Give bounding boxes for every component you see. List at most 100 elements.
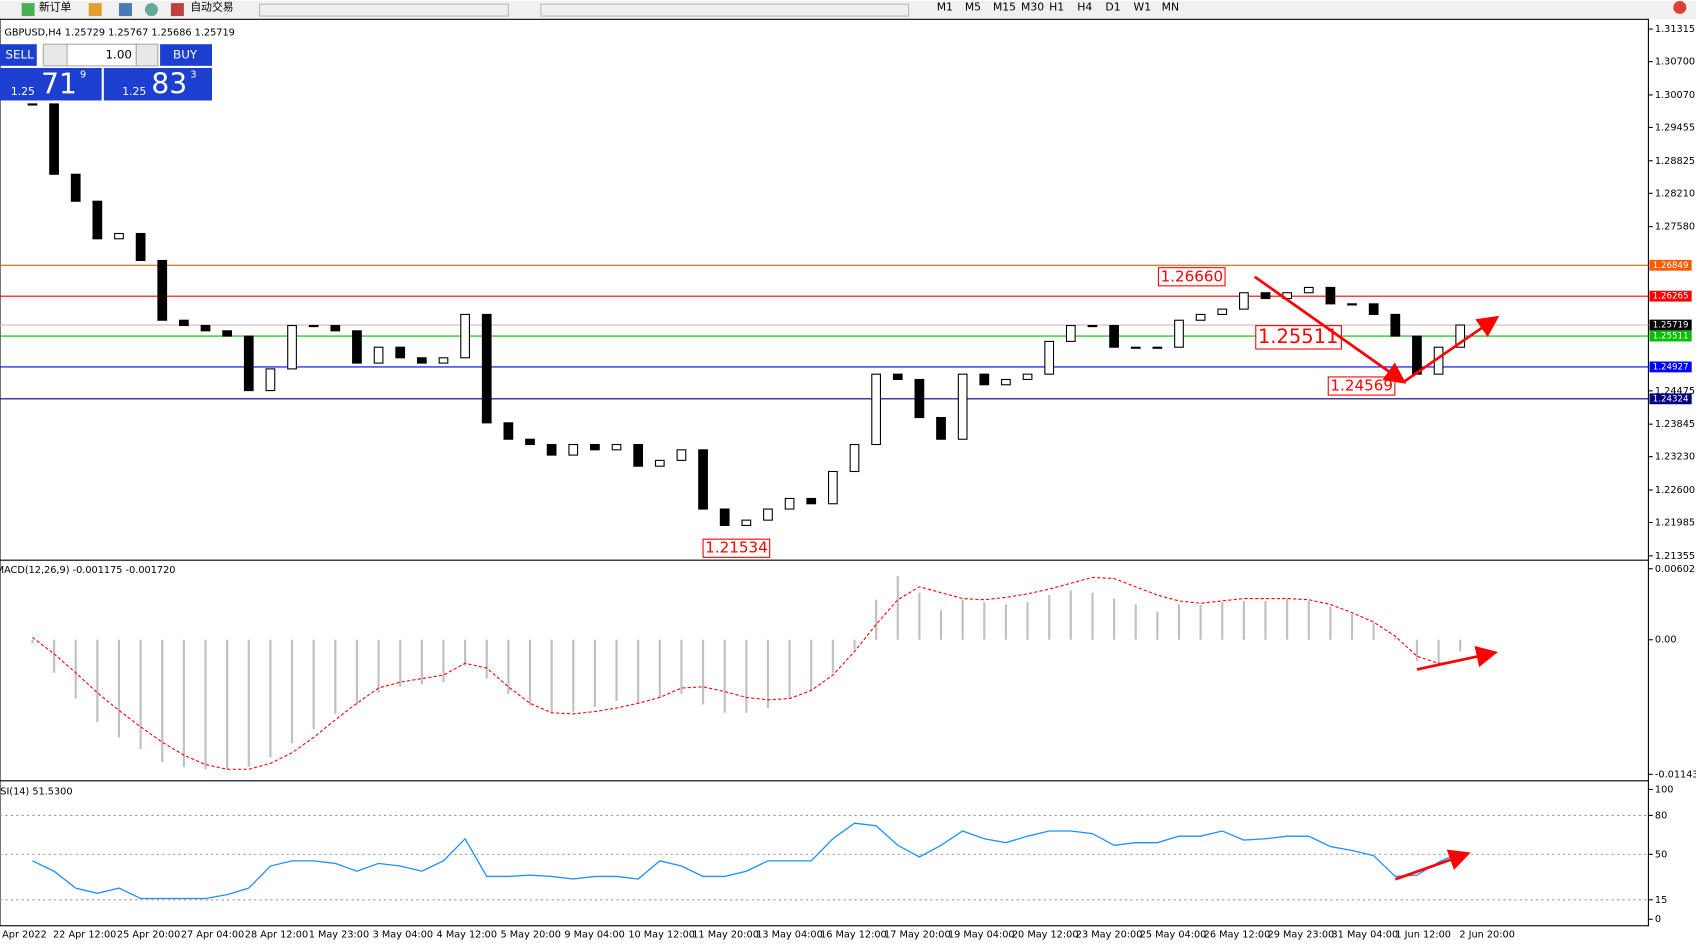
x-tick-label: 11 May 20:00 (692, 929, 759, 940)
candle (1044, 340, 1055, 375)
candle (1412, 335, 1422, 375)
price-level-box (1649, 319, 1692, 331)
y-tick-label: -0.011431 (1655, 769, 1696, 780)
tool-icons[interactable] (259, 3, 509, 17)
candle (806, 497, 817, 505)
icon[interactable] (88, 3, 102, 17)
annotation-box (1157, 267, 1226, 287)
one-click-panel: SELL 1.00 BUY 1.25 71 9 1.25 83 3 (0, 43, 212, 101)
candle (633, 443, 644, 467)
candle (1087, 324, 1098, 328)
candle (1130, 346, 1141, 349)
candle (1303, 286, 1314, 294)
x-tick-label: 22 Apr 12:00 (53, 929, 116, 940)
price-prefix[interactable]: 1.25 (122, 85, 146, 98)
drawn-arrows (1253, 275, 1500, 881)
candle (481, 313, 492, 424)
lot-value[interactable]: 1.00 (106, 48, 132, 62)
sell-button[interactable] (0, 44, 37, 66)
x-tick-label: 28 Apr 12:00 (245, 929, 308, 940)
annotation: 1.26660 (1161, 267, 1224, 285)
lot-up[interactable] (135, 43, 159, 67)
price-level-box (1649, 259, 1692, 271)
timeframe[interactable]: M1 (937, 0, 953, 13)
candle (287, 324, 297, 370)
y-tick-label: 0 (1655, 914, 1661, 925)
icon[interactable] (118, 3, 132, 17)
buy-label[interactable]: BUY (173, 48, 198, 62)
y-tick-label: 100 (1655, 784, 1674, 795)
price-level-box (1649, 290, 1692, 302)
y-tick-label: 1.24475 (1655, 386, 1695, 397)
candle (1368, 303, 1379, 315)
price-pips[interactable]: 83 (151, 67, 187, 100)
candle (395, 346, 406, 359)
timeframe[interactable]: W1 (1134, 0, 1152, 13)
candle (914, 378, 925, 419)
candle (200, 324, 211, 332)
buy-button[interactable] (160, 44, 212, 66)
candle (1152, 346, 1163, 349)
x-tick-label: 19 May 04:00 (948, 929, 1015, 940)
annotation: 1.21534 (705, 539, 768, 557)
y-tick-label: 1.21355 (1655, 551, 1695, 562)
candle (849, 443, 860, 473)
candle (373, 346, 384, 364)
y-tick-label: 0.00 (1655, 635, 1677, 646)
alert-icon[interactable] (1673, 0, 1687, 14)
x-tick-label: 13 May 04:00 (756, 929, 823, 940)
candle (222, 330, 233, 337)
annotation: 1.24569 (1330, 377, 1393, 395)
timeframe[interactable]: MN (1162, 0, 1179, 13)
timeframe[interactable]: H4 (1077, 0, 1092, 13)
candle (27, 103, 38, 106)
price-prefix[interactable]: 1.25 (11, 85, 35, 98)
price-pips[interactable]: 71 (41, 67, 77, 100)
arrow (1416, 645, 1498, 671)
price-level-box (1649, 393, 1692, 405)
timeframe[interactable]: M15 (993, 0, 1016, 13)
price-level-label: 1.24324 (1653, 394, 1689, 404)
timeframe[interactable]: D1 (1105, 0, 1120, 13)
candle (135, 232, 146, 262)
price-level-label: 1.24927 (1653, 362, 1689, 372)
candle (719, 508, 730, 526)
new-order[interactable]: 新订单 (39, 0, 72, 13)
tool-icons[interactable] (540, 3, 910, 17)
candle (525, 438, 535, 446)
x-tick-label: 23 May 20:00 (1076, 929, 1143, 940)
x-tick-label: 17 May 20:00 (884, 929, 951, 940)
y-tick-label: 50 (1655, 849, 1667, 860)
arrow (1253, 275, 1407, 384)
lot-down[interactable] (42, 43, 68, 67)
price-point[interactable]: 9 (80, 70, 86, 81)
candle (1001, 378, 1011, 386)
candle (243, 335, 254, 392)
candle (503, 422, 514, 440)
candle (871, 373, 881, 446)
x-tick-label: 20 May 12:00 (1012, 929, 1079, 940)
x-tick-label: 27 Apr 04:00 (181, 929, 244, 940)
candle (330, 324, 341, 332)
auto-trading[interactable]: 自动交易 (190, 0, 233, 13)
candle (568, 443, 579, 456)
y-tick-label: 1.30070 (1655, 90, 1695, 101)
new-order-icon[interactable] (21, 3, 35, 17)
timeframe[interactable]: M5 (965, 0, 981, 13)
auto-trading-icon[interactable] (170, 3, 184, 17)
timeframe[interactable]: M30 (1021, 0, 1044, 13)
timeframe[interactable]: H1 (1049, 0, 1064, 13)
x-tick-label: 25 Apr 20:00 (117, 929, 180, 940)
price-level-label: 1.25511 (1653, 332, 1689, 342)
sell-label[interactable]: SELL (5, 48, 34, 62)
price-point[interactable]: 3 (190, 70, 196, 81)
candle (1347, 303, 1357, 306)
x-tick-label: 25 May 04:00 (1140, 929, 1207, 940)
sell-price[interactable] (0, 68, 102, 101)
x-tick-label: 31 May 04:00 (1331, 929, 1398, 940)
icon[interactable] (144, 3, 158, 17)
buy-price[interactable] (103, 68, 212, 101)
annotation-box (1327, 376, 1396, 396)
y-tick-label: 1.31315 (1655, 24, 1695, 35)
x-tick-label: 29 May 23:00 (1268, 929, 1335, 940)
